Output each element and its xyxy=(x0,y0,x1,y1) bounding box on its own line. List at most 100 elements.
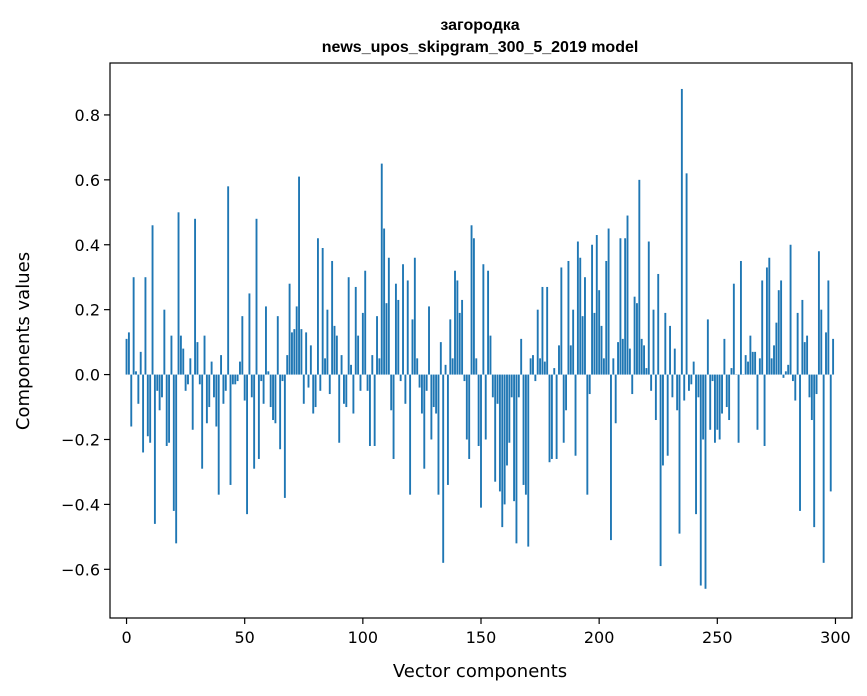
bar xyxy=(562,374,565,443)
bar xyxy=(539,358,542,375)
bar xyxy=(394,283,397,375)
bar xyxy=(423,374,426,469)
bar xyxy=(293,329,296,375)
bar xyxy=(283,374,286,498)
x-axis-label: Vector components xyxy=(393,661,567,682)
bar xyxy=(390,374,393,411)
bar xyxy=(659,374,662,567)
bar xyxy=(196,342,199,375)
bar xyxy=(345,374,348,408)
bar xyxy=(501,374,504,528)
bar xyxy=(175,374,178,544)
bar xyxy=(732,283,735,375)
bar xyxy=(569,345,572,375)
bar xyxy=(168,374,171,443)
bar xyxy=(744,355,747,375)
bar xyxy=(187,374,189,385)
bar xyxy=(770,358,773,375)
y-tick-label: 0.4 xyxy=(75,236,100,255)
bar xyxy=(761,280,764,375)
bar xyxy=(706,319,709,375)
bar xyxy=(267,371,270,375)
bar xyxy=(205,374,208,424)
bar xyxy=(716,374,719,430)
bar xyxy=(763,374,766,446)
y-tick-label: 0.0 xyxy=(75,366,100,385)
x-tick-label: 300 xyxy=(820,628,851,647)
bar xyxy=(550,374,553,459)
bar xyxy=(442,374,445,563)
y-tick-label: 0.2 xyxy=(75,301,100,320)
bar xyxy=(560,267,563,375)
x-tick-label: 50 xyxy=(235,628,255,647)
bar xyxy=(262,374,265,404)
x-tick-label: 150 xyxy=(466,628,497,647)
bar xyxy=(338,374,341,443)
bar xyxy=(125,338,128,375)
bar xyxy=(307,374,310,388)
bar xyxy=(203,335,206,375)
bar xyxy=(328,374,331,395)
bar xyxy=(605,260,608,375)
bar xyxy=(794,374,797,401)
bar xyxy=(796,312,799,375)
bar xyxy=(673,348,676,375)
bar xyxy=(302,374,305,404)
bar xyxy=(690,374,693,385)
bar xyxy=(435,374,438,414)
bar xyxy=(170,335,173,375)
bar xyxy=(295,306,298,375)
bar xyxy=(224,374,227,391)
bar xyxy=(754,351,757,375)
bar xyxy=(777,290,780,375)
bar xyxy=(487,270,490,375)
bar xyxy=(418,374,421,388)
bar xyxy=(621,338,624,375)
bar xyxy=(773,345,775,375)
bar xyxy=(484,374,487,440)
bar xyxy=(702,374,705,440)
bar xyxy=(347,277,350,375)
bar xyxy=(737,374,740,443)
bar xyxy=(399,374,402,382)
chart-title: загородка xyxy=(440,17,519,34)
bar xyxy=(494,374,497,482)
bar xyxy=(354,286,357,375)
bar xyxy=(182,348,185,375)
bar xyxy=(220,355,223,375)
bar xyxy=(829,374,832,492)
bar xyxy=(298,176,300,375)
bar xyxy=(234,374,237,385)
bar xyxy=(817,251,820,375)
bar xyxy=(508,374,511,443)
bar xyxy=(335,335,338,375)
bar xyxy=(373,374,376,446)
bar xyxy=(151,225,154,375)
bar xyxy=(671,374,674,398)
bar xyxy=(704,374,707,589)
bar xyxy=(662,374,664,466)
bar xyxy=(524,374,527,495)
bar xyxy=(409,374,412,495)
bar xyxy=(799,374,801,511)
bar xyxy=(250,374,253,398)
bar xyxy=(253,374,256,469)
bar xyxy=(730,368,733,375)
bar xyxy=(602,358,605,375)
bar xyxy=(135,371,137,375)
bar xyxy=(291,332,293,375)
bar xyxy=(371,355,374,375)
bar xyxy=(789,244,792,375)
bar xyxy=(149,374,152,443)
bar xyxy=(357,335,360,375)
bar xyxy=(456,280,459,375)
bar xyxy=(312,374,315,414)
bar xyxy=(317,238,319,375)
bar xyxy=(714,374,716,443)
bar xyxy=(624,238,627,375)
bar xyxy=(451,358,454,375)
bar xyxy=(758,358,761,375)
bar xyxy=(598,290,601,375)
bar xyxy=(449,319,452,375)
